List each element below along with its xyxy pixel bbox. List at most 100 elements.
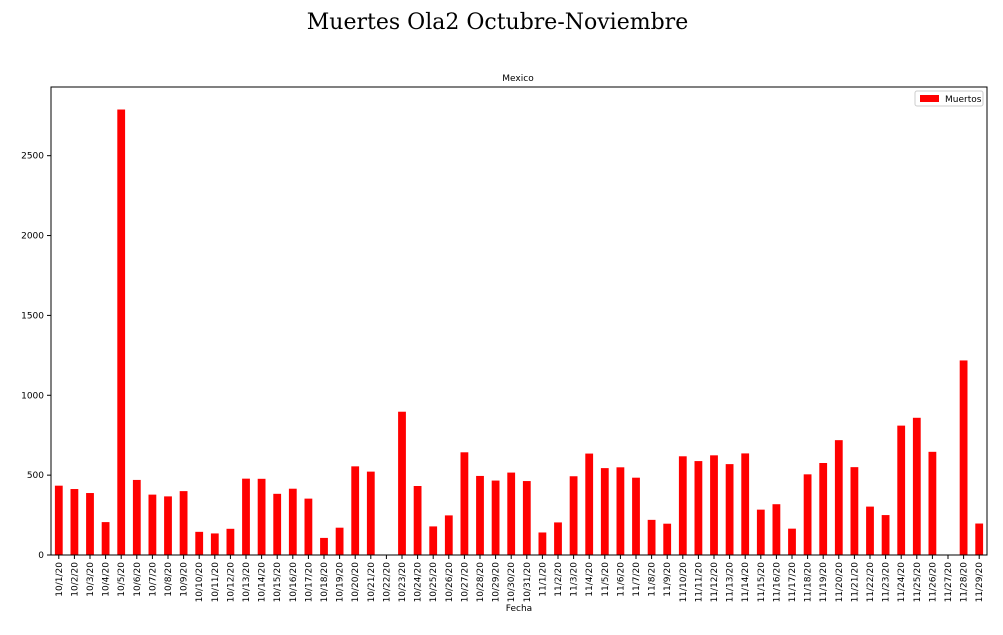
x-tick-label: 10/21/20 <box>367 562 377 603</box>
bar-10-7-20 <box>148 494 157 555</box>
x-tick-label: 10/14/20 <box>258 562 268 603</box>
bar-10-19-20 <box>335 527 344 555</box>
bar-10-14-20 <box>257 478 266 555</box>
bar-11-29-20 <box>975 523 984 555</box>
legend-swatch <box>920 95 939 102</box>
x-tick-label: 10/27/20 <box>460 562 470 603</box>
bar-10-15-20 <box>273 493 282 555</box>
x-tick-label: 11/22/20 <box>866 562 876 603</box>
legend-box <box>914 90 984 107</box>
bar-10-21-20 <box>366 471 375 555</box>
bar-11-26-20 <box>928 451 937 555</box>
bar-11-17-20 <box>788 528 796 555</box>
bar-11-21-20 <box>850 467 859 555</box>
x-tick-label: 10/11/20 <box>211 562 221 603</box>
bar-11-12-20 <box>710 455 718 555</box>
x-tick-label: 11/18/20 <box>804 562 814 603</box>
bar-11-2-20 <box>554 522 562 555</box>
x-tick-label: 11/4/20 <box>585 562 595 597</box>
x-tick-label: 10/20/20 <box>351 562 361 603</box>
x-tick-label: 10/18/20 <box>320 562 330 603</box>
bar-10-16-20 <box>288 488 297 555</box>
x-tick-label: 10/3/20 <box>86 562 96 597</box>
x-tick-label: 10/23/20 <box>398 562 408 603</box>
bar-10-28-20 <box>476 475 484 555</box>
x-tick-label: 11/17/20 <box>788 562 798 603</box>
x-tick-label: 11/6/20 <box>616 562 626 597</box>
bar-10-10-20 <box>195 531 204 555</box>
bar-10-1-20 <box>54 485 63 555</box>
x-tick-label: 10/4/20 <box>102 562 112 597</box>
x-tick-label: 11/2/20 <box>554 562 564 597</box>
plot-frame <box>50 86 988 556</box>
y-axis: 0 500 1000 1500 2000 2500 <box>21 152 51 561</box>
bar-10-27-20 <box>460 452 469 555</box>
bar-10-23-20 <box>398 411 406 555</box>
legend: Muertos <box>914 90 984 107</box>
x-tick-label: 11/9/20 <box>663 562 673 597</box>
bar-10-4-20 <box>101 522 110 555</box>
x-tick-label: 10/31/20 <box>523 562 533 603</box>
x-axis: 10/1/20 10/2/20 10/3/20 10/4/20 10/5/20 10/6/… <box>55 555 985 602</box>
x-tick-label: 11/13/20 <box>726 562 736 603</box>
bar-10-30-20 <box>507 472 516 555</box>
bar-10-17-20 <box>304 498 313 555</box>
plot-title: Mexico <box>502 74 534 84</box>
x-tick-label: 10/10/20 <box>195 562 205 603</box>
x-tick-label: 11/7/20 <box>632 562 642 597</box>
bar-10-9-20 <box>179 491 188 555</box>
x-tick-label: 11/3/20 <box>570 562 580 597</box>
x-tick-label: 11/16/20 <box>772 562 782 603</box>
bar-10-5-20 <box>117 109 126 556</box>
bar-10-6-20 <box>132 479 141 555</box>
x-tick-label: 11/25/20 <box>913 562 923 603</box>
bar-11-19-20 <box>819 463 828 555</box>
bar-11-22-20 <box>866 506 874 555</box>
bar-11-6-20 <box>616 467 625 555</box>
bar-10-29-20 <box>491 480 500 555</box>
x-tick-label: 10/19/20 <box>336 562 346 603</box>
x-tick-label: 11/1/20 <box>538 562 548 597</box>
x-tick-label: 11/21/20 <box>850 562 860 603</box>
legend-label-muertos: Muertos <box>945 95 982 105</box>
bar-11-3-20 <box>569 476 578 555</box>
x-tick-label: 10/5/20 <box>117 562 127 597</box>
bar-11-11-20 <box>694 461 703 555</box>
bar-10-31-20 <box>522 481 531 555</box>
bar-11-24-20 <box>897 425 906 555</box>
bar-10-2-20 <box>70 489 79 555</box>
bar-11-16-20 <box>772 504 781 555</box>
x-tick-label: 11/29/20 <box>975 562 985 603</box>
bar-11-14-20 <box>741 453 750 555</box>
x-tick-label: 11/5/20 <box>601 562 611 597</box>
bar-11-8-20 <box>647 519 656 555</box>
x-tick-label: 10/7/20 <box>148 562 158 597</box>
x-tick-label: 11/12/20 <box>710 562 720 603</box>
x-tick-label: 10/17/20 <box>304 562 314 603</box>
y-tick-label: 0 <box>38 551 44 561</box>
bar-11-4-20 <box>585 453 594 555</box>
bar-11-7-20 <box>632 477 640 555</box>
bar-10-20-20 <box>351 466 360 555</box>
x-tick-label: 11/8/20 <box>648 562 658 597</box>
figure-suptitle: Muertes Ola2 Octubre-Noviembre <box>306 10 689 35</box>
bar-10-11-20 <box>210 533 219 555</box>
x-tick-label: 10/6/20 <box>133 562 143 597</box>
x-tick-label: 10/1/20 <box>55 562 65 597</box>
bar-10-26-20 <box>444 515 453 555</box>
bar-10-13-20 <box>242 478 250 555</box>
x-tick-label: 11/11/20 <box>694 562 704 603</box>
x-tick-label: 10/16/20 <box>289 562 299 603</box>
x-tick-label: 10/2/20 <box>70 562 80 597</box>
x-tick-label: 10/24/20 <box>414 562 424 603</box>
x-tick-label: 10/13/20 <box>242 562 252 603</box>
x-axis-title: Fecha <box>506 604 532 614</box>
bar-11-1-20 <box>538 532 547 555</box>
x-tick-label: 10/26/20 <box>445 562 455 603</box>
x-tick-label: 10/29/20 <box>492 562 502 603</box>
x-tick-label: 11/23/20 <box>882 562 892 603</box>
y-tick-label: 2500 <box>21 152 44 162</box>
bar-11-25-20 <box>912 417 921 555</box>
bar-11-18-20 <box>803 474 812 555</box>
x-tick-label: 11/14/20 <box>741 562 751 603</box>
